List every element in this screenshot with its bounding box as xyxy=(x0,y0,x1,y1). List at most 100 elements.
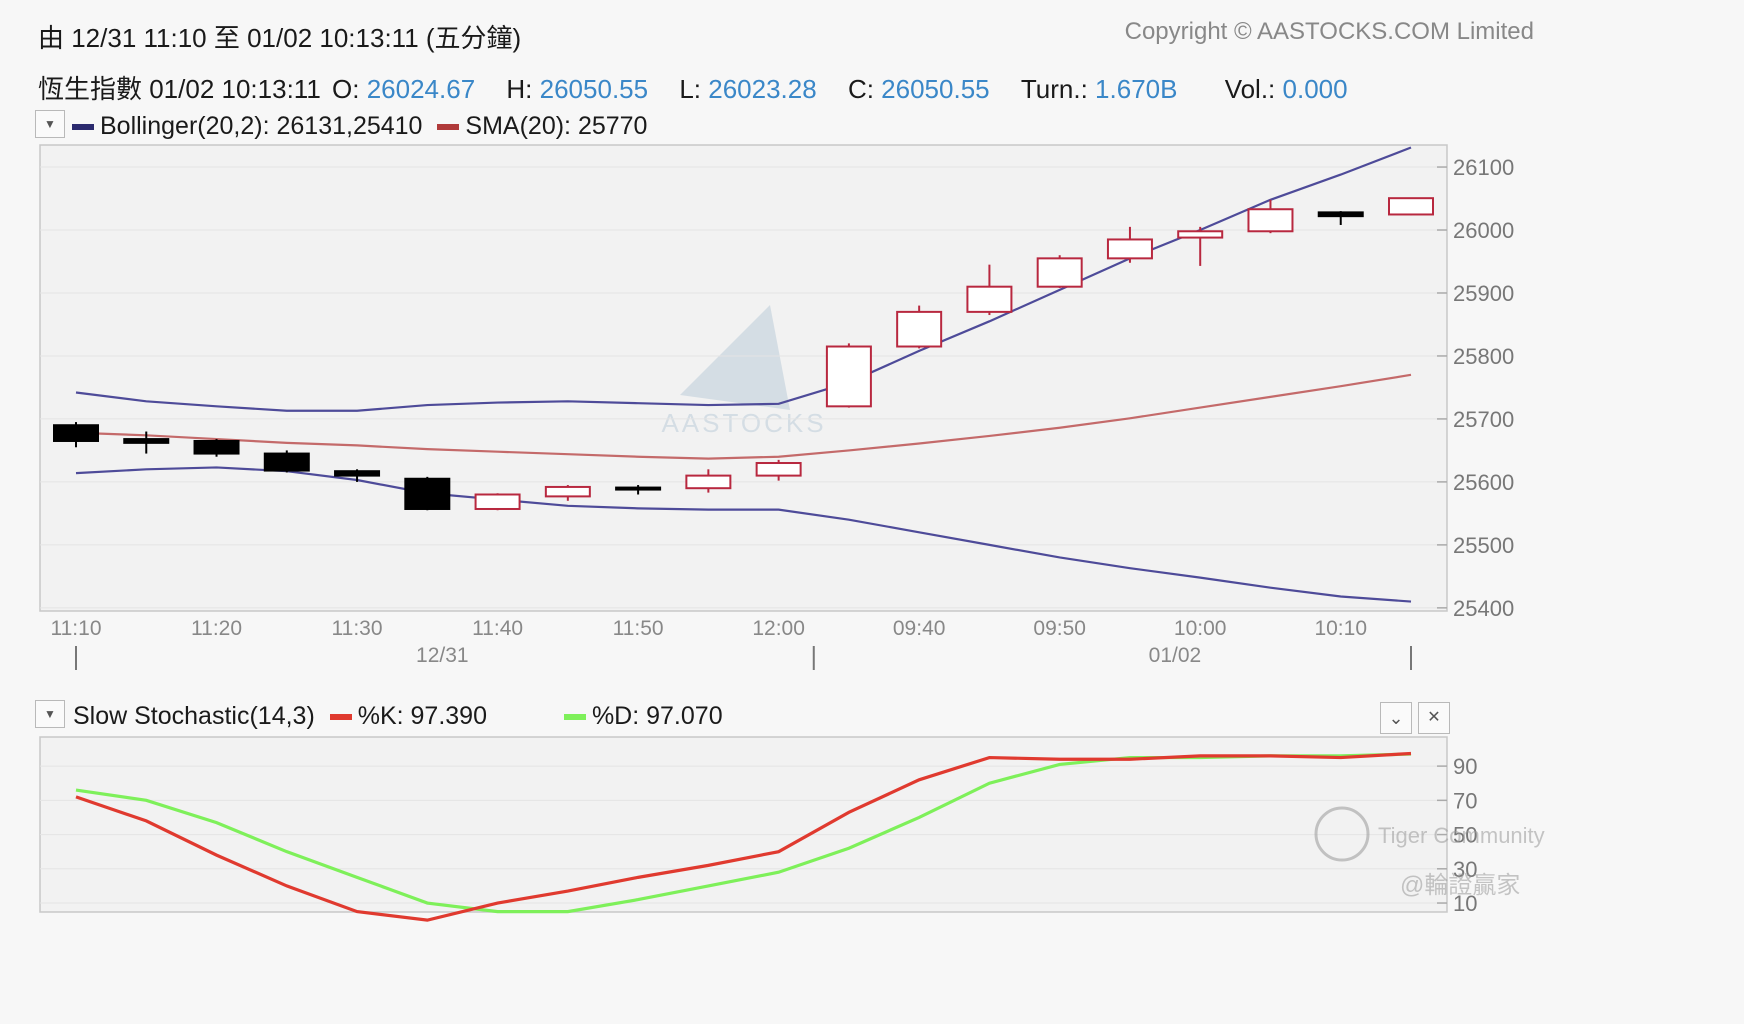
candle-body xyxy=(334,470,381,477)
main-x-tick-label: 11:20 xyxy=(191,617,242,640)
candle-body xyxy=(1036,257,1083,288)
candle xyxy=(825,343,872,408)
candle xyxy=(263,450,310,473)
candle xyxy=(1388,197,1434,216)
candle-body xyxy=(896,310,943,348)
sma-swatch xyxy=(437,124,460,131)
main-x-tick-label: 11:40 xyxy=(472,617,523,640)
candle xyxy=(1106,226,1153,263)
high-label: H: xyxy=(506,74,533,104)
aastocks-watermark: AASTOCKS xyxy=(661,305,826,438)
candle xyxy=(966,264,1013,316)
candle xyxy=(1317,211,1364,225)
candle xyxy=(1177,226,1224,266)
k-swatch xyxy=(329,714,352,721)
stoch-y-tick-label: 10 xyxy=(1453,891,1477,916)
stoch-y-tick-label: 30 xyxy=(1453,857,1477,882)
candle-body xyxy=(263,452,310,472)
main-y-tick-label: 25900 xyxy=(1453,281,1514,306)
close-icon: ✕ xyxy=(1427,709,1441,726)
candle-body xyxy=(193,439,240,455)
sma-line xyxy=(75,373,1412,460)
tiger-logo-icon xyxy=(1314,806,1370,862)
candle xyxy=(404,476,451,511)
main-y-tick-label: 25700 xyxy=(1453,407,1514,432)
low-label: L: xyxy=(679,74,702,104)
dropdown-arrow-icon: ▼ xyxy=(44,707,56,721)
stoch-d-line xyxy=(75,752,1412,914)
candle xyxy=(755,459,802,481)
candle-body xyxy=(1177,230,1224,239)
candle-body xyxy=(474,493,521,510)
stoch-y-tick-label: 50 xyxy=(1453,823,1477,848)
candle xyxy=(474,493,521,511)
close-value: 26050.55 xyxy=(881,74,990,104)
candle xyxy=(544,485,591,501)
candle xyxy=(193,439,240,457)
turnover-label: Turn.: xyxy=(1020,74,1088,104)
high-value: 26050.55 xyxy=(539,74,649,104)
main-panel-toggle-button[interactable]: ▼ xyxy=(35,110,65,138)
candle-body xyxy=(755,462,802,477)
candle-body xyxy=(1317,211,1364,218)
candle xyxy=(334,469,381,482)
main-y-tick-label: 25600 xyxy=(1453,470,1514,495)
stoch-panel-toggle-button[interactable]: ▼ xyxy=(35,700,65,728)
bollinger-swatch xyxy=(72,124,94,131)
d-legend: %D: 97.070 xyxy=(591,702,723,730)
main-plot-area xyxy=(39,144,1448,612)
index-name-time: 恆生指數 01/02 10:13:11 xyxy=(38,74,321,104)
sma-legend: SMA(20): 25770 xyxy=(465,112,648,140)
candle-body xyxy=(825,345,872,408)
candle-body xyxy=(53,424,99,442)
chevron-down-icon: ⌄ xyxy=(1388,708,1404,728)
candle-body xyxy=(1106,238,1153,260)
main-x-tick-label: 09:40 xyxy=(893,617,946,640)
main-x-tick-label: 10:00 xyxy=(1174,617,1227,640)
tiger-community-watermark: Tiger Community @輪證贏家 xyxy=(1314,806,1545,899)
main-x-tick-label: 10:10 xyxy=(1314,617,1367,640)
volume-label: Vol.: xyxy=(1224,74,1276,104)
close-label: C: xyxy=(847,74,874,104)
candle-body xyxy=(966,285,1013,313)
main-y-tick-label: 25500 xyxy=(1453,533,1514,558)
collapse-panel-button[interactable]: ⌄ xyxy=(1380,702,1412,734)
tiger-community-text: Tiger Community xyxy=(1378,823,1545,848)
main-x-tick-label: 11:10 xyxy=(51,617,102,640)
candle-body xyxy=(1388,197,1434,216)
bollinger-lower-line xyxy=(75,466,1412,603)
date-label: 01/02 xyxy=(1149,644,1202,667)
main-x-tick-label: 09:50 xyxy=(1033,617,1086,640)
candle xyxy=(896,305,943,349)
bollinger-legend: Bollinger(20,2): 26131,25410 xyxy=(100,112,423,140)
copyright-text: Copyright © AASTOCKS.COM Limited xyxy=(1124,18,1534,45)
main-x-tick-label: 12:00 xyxy=(752,617,805,640)
candle xyxy=(123,431,170,454)
open-value: 26024.67 xyxy=(366,74,476,104)
stoch-plot-area xyxy=(39,736,1448,913)
close-panel-button[interactable]: ✕ xyxy=(1418,702,1450,734)
k-legend: %K: 97.390 xyxy=(357,702,487,730)
candle xyxy=(615,485,662,495)
candle-body xyxy=(404,477,451,510)
bollinger-upper-line xyxy=(75,146,1412,412)
candle-body xyxy=(615,486,662,491)
candle xyxy=(1036,255,1083,288)
low-value: 26023.28 xyxy=(708,74,817,104)
stoch-k-line xyxy=(75,751,1412,922)
stoch-legend: Slow Stochastic(14,3) %K: 97.390 %D: 97.… xyxy=(73,702,723,731)
main-y-tick-label: 26000 xyxy=(1453,218,1514,243)
main-x-tick-label: 11:50 xyxy=(613,617,664,640)
watermark-brand: AASTOCKS xyxy=(661,408,826,438)
turnover-value: 1.670B xyxy=(1095,74,1178,104)
main-y-tick-label: 26100 xyxy=(1453,155,1514,180)
candle-body xyxy=(1247,208,1294,233)
main-y-tick-label: 25800 xyxy=(1453,344,1514,369)
date-range-text: 由 12/31 11:10 至 01/02 10:13:11 (五分鐘) xyxy=(38,23,522,53)
dropdown-arrow-icon: ▼ xyxy=(44,117,56,131)
candle xyxy=(53,422,99,448)
aastocks-logo-icon xyxy=(680,305,790,410)
date-label: 12/31 xyxy=(416,644,469,667)
tiger-handle-text: @輪證贏家 xyxy=(1400,872,1520,899)
